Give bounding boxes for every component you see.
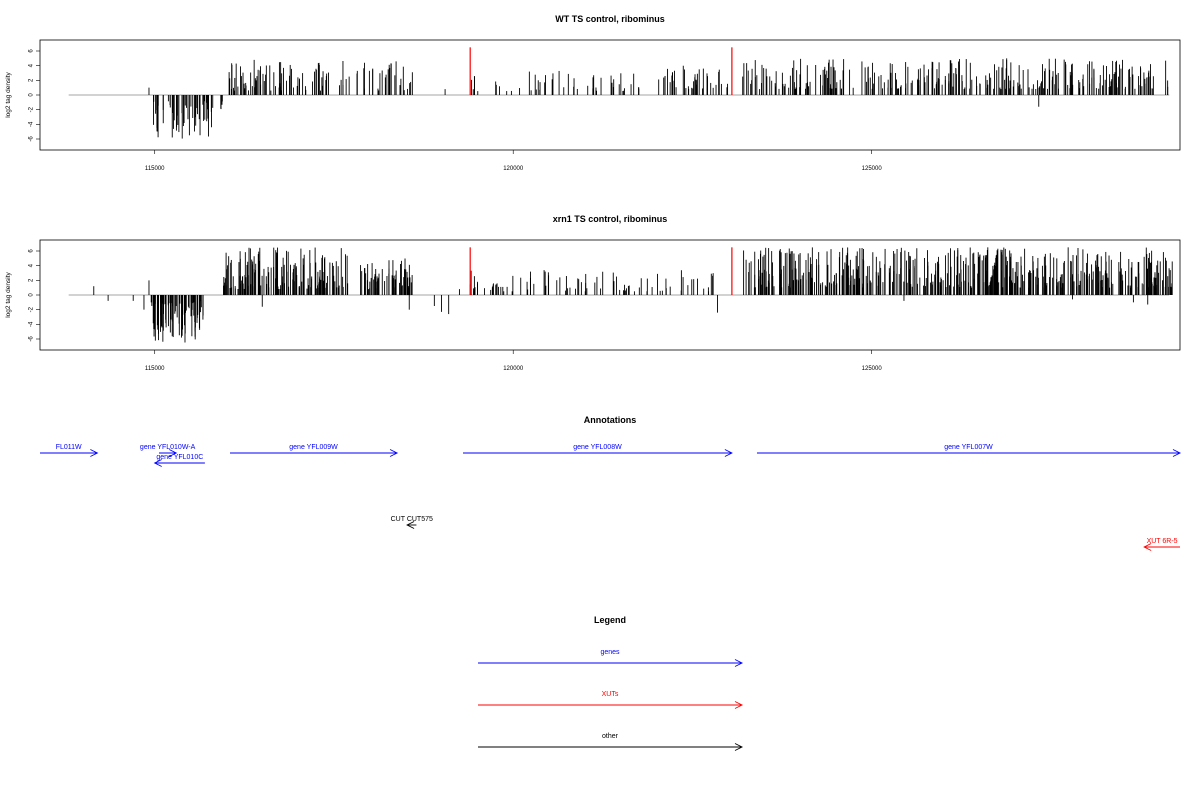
wt-bars bbox=[148, 58, 1169, 139]
wt-y-axis: -6 -4 -2 0 2 4 6 bbox=[29, 49, 40, 142]
legend-item-xuts: XUTs bbox=[478, 691, 744, 709]
y-tick-label: 6 bbox=[29, 249, 35, 253]
wt-markers bbox=[469, 47, 733, 95]
annotation-feature: gene YFL010W-A bbox=[140, 444, 196, 457]
xrn1-bars bbox=[93, 247, 1173, 343]
legend-label: other bbox=[602, 733, 619, 740]
x-tick-label: 115000 bbox=[145, 166, 165, 172]
legend-label: genes bbox=[600, 649, 620, 656]
annotation-feature: gene YFL010C bbox=[153, 454, 205, 467]
annotation-label: gene YFL008W bbox=[573, 444, 622, 451]
wt-panel-title: WT TS control, ribominus bbox=[555, 14, 665, 24]
wt-panel: WT TS control, ribominus log2 tag densit… bbox=[5, 14, 1181, 172]
y-tick-label: -6 bbox=[29, 336, 35, 342]
legend: Legend genes XUTs other bbox=[478, 615, 744, 751]
annotation-arrowhead bbox=[90, 449, 99, 457]
y-tick-label: 4 bbox=[29, 263, 35, 267]
wt-ylabel: log2 tag density bbox=[5, 71, 12, 117]
y-tick-label: 0 bbox=[29, 293, 35, 297]
x-tick-label: 120000 bbox=[503, 166, 524, 172]
annotations-title: Annotations bbox=[584, 415, 637, 425]
annotation-feature: XUT 6R-5 bbox=[1143, 538, 1180, 551]
annotation-label: gene YFL010C bbox=[156, 454, 203, 461]
annotation-arrowhead bbox=[169, 449, 178, 457]
annotation-arrowhead bbox=[724, 449, 733, 457]
legend-label: XUTs bbox=[602, 691, 619, 698]
legend-title: Legend bbox=[594, 615, 626, 625]
y-tick-label: 0 bbox=[29, 93, 35, 97]
y-tick-label: -6 bbox=[29, 136, 35, 142]
annotation-arrowhead bbox=[1172, 449, 1182, 457]
annotations-track: Annotations FL011W gene YFL010W-A gene YFL… bbox=[40, 415, 1182, 551]
y-tick-label: -2 bbox=[29, 306, 35, 312]
annotation-label: FL011W bbox=[56, 444, 82, 451]
wt-x-axis: 115000 120000 125000 bbox=[145, 150, 882, 172]
annotation-arrowhead bbox=[406, 521, 415, 529]
xrn1-ylabel: log2 tag density bbox=[5, 271, 12, 317]
y-tick-label: -4 bbox=[29, 321, 35, 327]
y-tick-label: 4 bbox=[29, 63, 35, 67]
xrn1-x-axis: 115000 120000 125000 bbox=[145, 350, 882, 372]
y-tick-label: -2 bbox=[29, 106, 35, 112]
x-tick-label: 120000 bbox=[503, 366, 524, 372]
annotation-label: XUT 6R-5 bbox=[1147, 538, 1178, 545]
legend-item-genes: genes bbox=[478, 649, 744, 667]
annotation-label: CUT CUT575 bbox=[391, 516, 433, 523]
x-tick-label: 125000 bbox=[862, 366, 883, 372]
xrn1-markers bbox=[469, 247, 733, 295]
x-tick-label: 125000 bbox=[862, 166, 883, 172]
x-tick-label: 115000 bbox=[145, 366, 165, 372]
annotation-feature: CUT CUT575 bbox=[391, 516, 433, 529]
legend-arrowhead bbox=[734, 743, 744, 751]
y-tick-label: 2 bbox=[29, 78, 35, 82]
annotation-feature: gene YFL008W bbox=[463, 444, 733, 457]
annotation-arrowhead bbox=[389, 449, 399, 457]
annotation-feature: gene YFL009W bbox=[230, 444, 399, 457]
annotation-feature: gene YFL007W bbox=[756, 444, 1182, 457]
annotation-label: gene YFL010W-A bbox=[140, 444, 196, 451]
legend-arrowhead bbox=[734, 701, 744, 709]
y-tick-label: -4 bbox=[29, 121, 35, 127]
y-tick-label: 2 bbox=[29, 278, 35, 282]
legend-arrowhead bbox=[734, 659, 744, 667]
y-tick-label: 6 bbox=[29, 49, 35, 53]
annotation-label: gene YFL007W bbox=[944, 444, 993, 451]
annotation-feature: FL011W bbox=[40, 444, 99, 457]
xrn1-y-axis: -6 -4 -2 0 2 4 6 bbox=[29, 249, 40, 342]
xrn1-panel-title: xrn1 TS control, ribominus bbox=[553, 214, 668, 224]
annotation-arrowhead bbox=[1143, 543, 1152, 551]
legend-item-other: other bbox=[478, 733, 744, 751]
annotation-arrowhead bbox=[153, 459, 162, 467]
xrn1-panel: xrn1 TS control, ribominus log2 tag dens… bbox=[5, 214, 1181, 372]
annotation-label: gene YFL009W bbox=[289, 444, 338, 451]
